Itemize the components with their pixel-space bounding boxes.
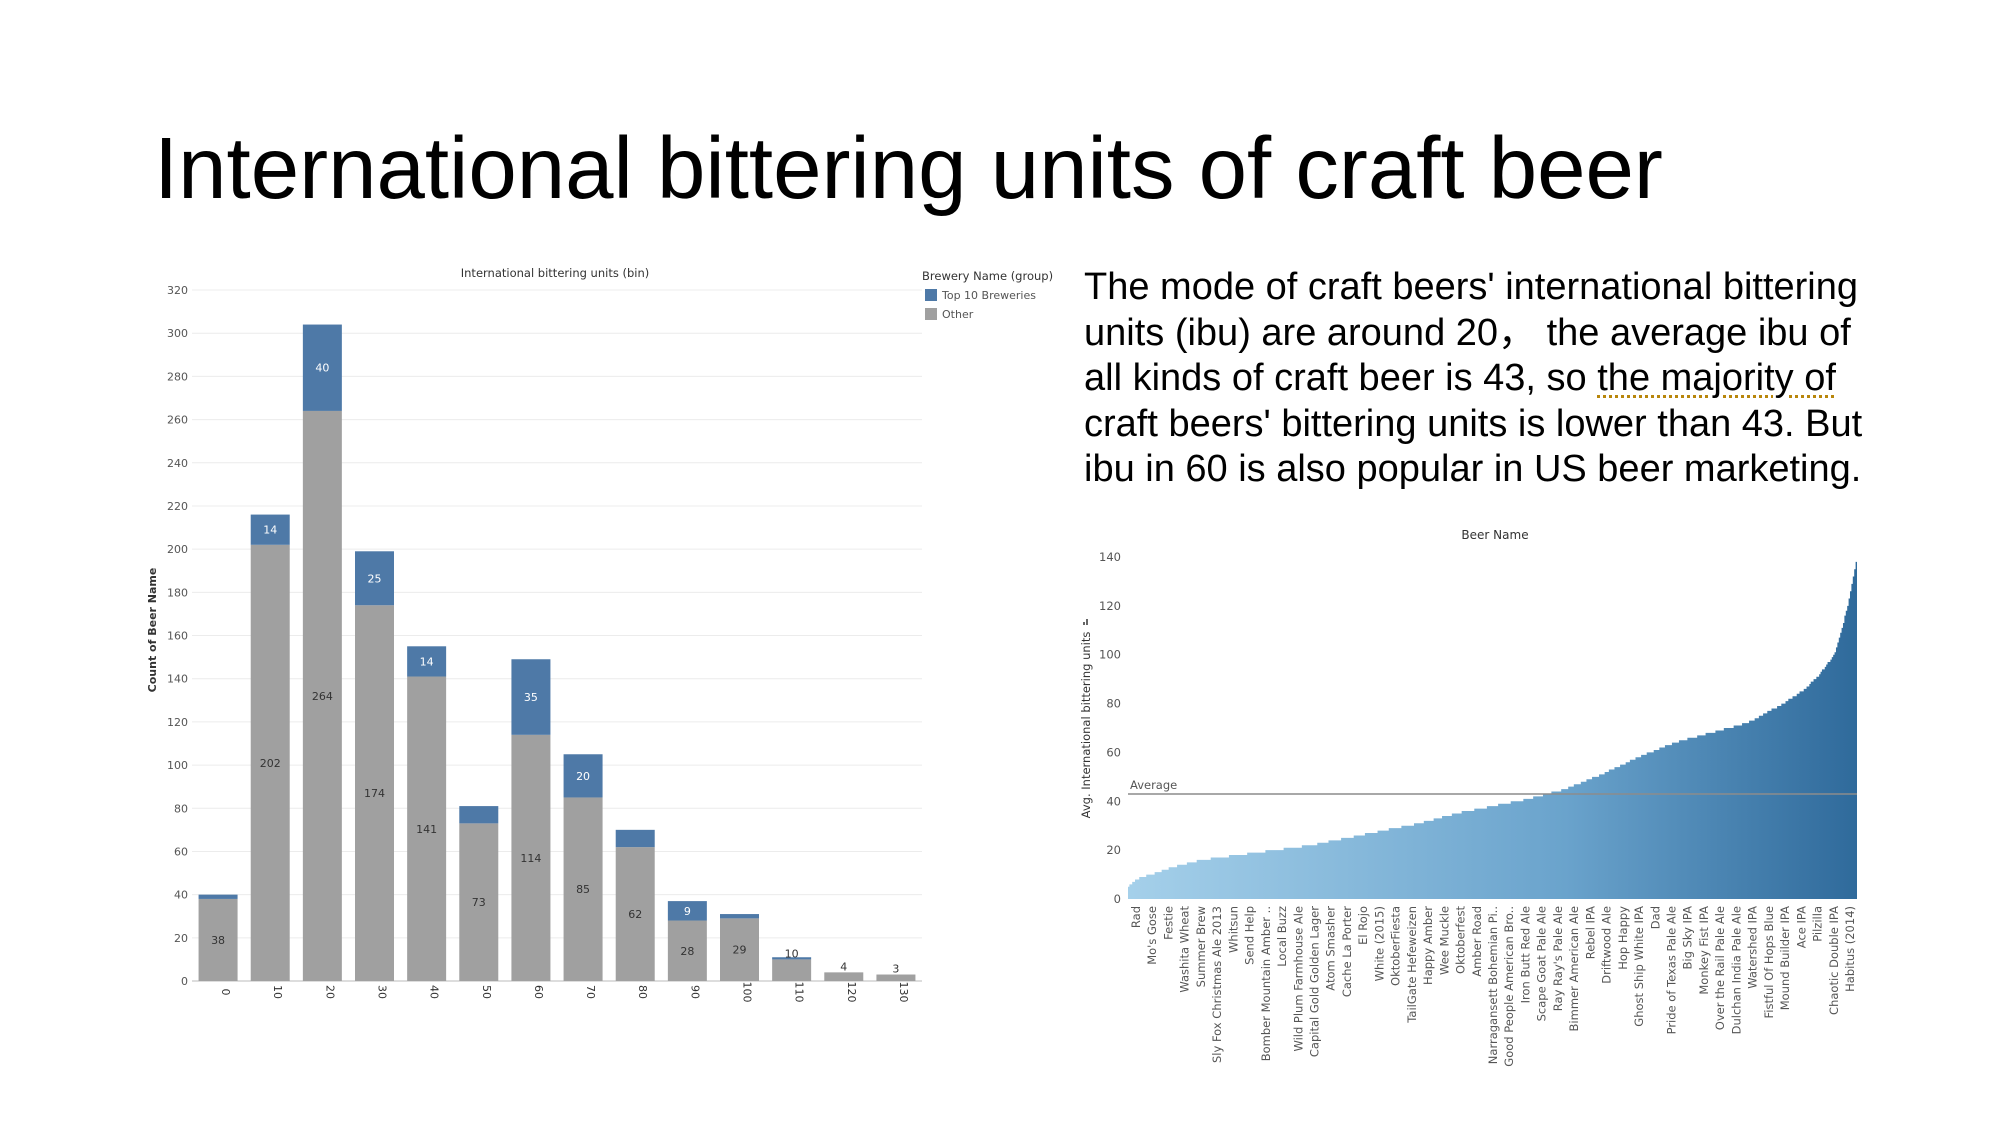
y-tick-label: 80 [174,802,188,815]
bar-top10[interactable] [720,914,759,919]
bar-label-other: 3 [892,963,899,976]
bar-label-other: 73 [472,896,486,909]
bar-top10[interactable] [459,806,499,824]
y-tick-label: 20 [174,932,188,945]
bar-other[interactable] [511,734,551,981]
summary-underlined-phrase: the majority of [1597,357,1836,399]
bar-label-other: 28 [680,945,694,958]
summary-text: The mode of craft beers' international b… [1084,265,1884,493]
bar-label-other: 62 [628,908,642,921]
x-tick-label: 70 [584,985,597,999]
x-tick-label: 30 [376,985,389,999]
y-tick-label: 260 [167,414,188,427]
y-tick-label: 300 [167,327,188,340]
x-tick-label: 80 [636,985,649,999]
bar-label-top10: 40 [315,362,329,375]
x-tick-label: 100 [741,982,754,1003]
bar-label-top10: 9 [684,905,691,918]
bar-other[interactable] [876,974,916,981]
legend-swatch-other [925,308,937,320]
y-tick-label: 220 [167,500,188,513]
bar-other[interactable] [355,605,394,981]
bar-top10[interactable] [615,829,655,848]
histogram-bars: 38 202 14 264 40 174 25 141 14 73 114 35 85 20 62 28 9 29… [198,324,916,981]
summary-text-part-2: craft beers' bittering units is lower th… [1084,402,1863,491]
y-tick-label: 40 [174,889,188,902]
legend-swatch-top10 [925,289,937,301]
bar-label-other: 114 [520,852,541,865]
y-tick-label: 100 [167,759,188,772]
bar-top10[interactable] [407,646,447,677]
legend-title: Brewery Name (group) [922,269,1053,283]
histogram-y-axis-label: Count of Beer Name [146,568,159,693]
x-tick-label: 130 [897,982,910,1003]
slide-title: International bittering units of craft b… [154,120,1663,217]
bar-other[interactable] [302,410,342,981]
legend-label-top10[interactable]: Top 10 Breweries [941,289,1036,302]
bar-label-other: 29 [733,944,747,957]
bar-other[interactable] [720,918,759,981]
bar-other[interactable] [459,823,499,981]
bar-other[interactable] [772,959,812,981]
y-tick-label: 180 [167,586,188,599]
y-tick-label: 0 [181,975,188,988]
bar-top10[interactable] [355,551,394,606]
histogram-x-ticks: 0 10 20 30 40 50 60 70 80 90 100 110 120 130 [219,982,910,1003]
x-tick-label: 40 [428,985,441,999]
bar-other[interactable] [250,544,290,981]
summary-text-part-1: The mode of craft beers' international b… [1084,266,1859,399]
bar-label-top10: 20 [576,770,590,783]
x-tick-label: 90 [688,985,701,999]
x-tick-label: 120 [845,982,858,1003]
bar-label-other: 202 [260,757,281,770]
bar-label-other: 10 [785,947,799,960]
bar-label-top10: 14 [420,655,434,668]
bar-top10[interactable] [772,957,812,960]
bar-label-other: 85 [576,883,590,896]
x-tick-label: 10 [271,985,284,999]
bar-top10[interactable] [511,659,551,735]
bar-label-other: 4 [840,960,847,973]
bar-top10[interactable] [302,324,342,411]
y-tick-label: 120 [167,716,188,729]
bar-other[interactable] [615,847,655,981]
bar-top10[interactable] [198,894,238,899]
histogram-title: International bittering units (bin) [461,266,650,280]
bar-other[interactable] [667,920,707,981]
y-tick-label: 160 [167,630,188,643]
bar-top10[interactable] [250,514,290,545]
bar-other[interactable] [407,676,447,981]
bar-other[interactable] [563,797,603,981]
bar-label-top10: 25 [368,572,382,585]
histogram-y-ticks: 0 20 40 60 80 100 120 140 160 180 200 220 240 260 280 3… [167,284,188,988]
x-tick-label: 110 [793,982,806,1003]
x-tick-label: 60 [532,985,545,999]
y-tick-label: 320 [167,284,188,297]
bar-label-other: 38 [211,934,225,947]
bar-label-other: 264 [312,690,333,703]
bar-top10[interactable] [667,901,707,921]
histogram-gridlines [192,289,922,982]
bar-label-other: 174 [364,787,385,800]
x-tick-label: 20 [323,985,336,999]
x-tick-label: 50 [480,985,493,999]
legend-label-other[interactable]: Other [942,308,974,321]
y-tick-label: 140 [167,673,188,686]
y-tick-label: 240 [167,457,188,470]
x-tick-label: 0 [219,989,232,996]
y-tick-label: 280 [167,370,188,383]
bar-other[interactable] [824,972,864,981]
y-tick-label: 60 [174,845,188,858]
bar-label-other: 141 [416,823,437,836]
y-tick-label: 200 [167,543,188,556]
bar-top10[interactable] [563,754,603,798]
bar-label-top10: 14 [263,524,277,537]
bar-other[interactable] [198,898,238,981]
bar-label-top10: 35 [524,691,538,704]
